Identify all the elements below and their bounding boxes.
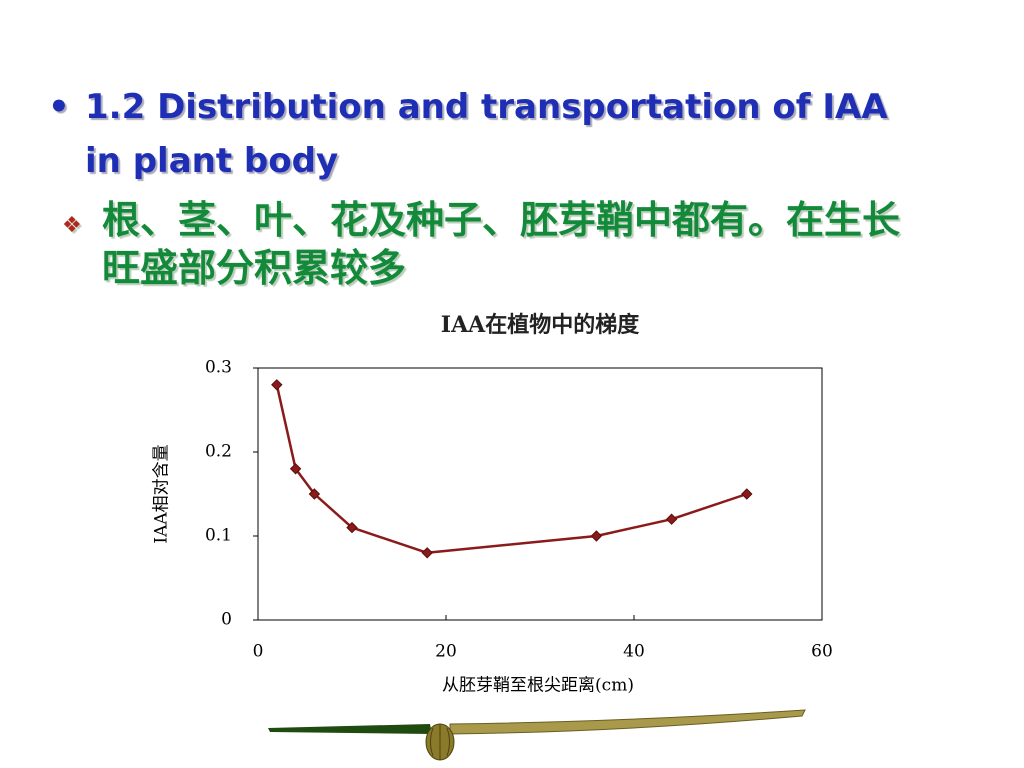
y-tick-label: 0.3 xyxy=(205,358,232,378)
x-axis-label: 从胚芽鞘至根尖距离(cm) xyxy=(442,676,634,696)
data-point xyxy=(741,488,753,500)
x-tick-label: 60 xyxy=(811,642,833,662)
data-point xyxy=(421,547,433,559)
x-tick-label: 40 xyxy=(623,642,645,662)
data-point xyxy=(665,513,678,525)
data-line xyxy=(275,384,748,555)
y-tick-label: 0 xyxy=(221,610,232,630)
data-point xyxy=(308,488,321,500)
data-point xyxy=(271,379,283,391)
y-tick-label: 0.1 xyxy=(205,526,232,546)
heading: 1.2 Distribution and transportation of I… xyxy=(85,87,888,181)
y-tick-label: 0.2 xyxy=(205,442,232,462)
bullet: ❖ xyxy=(62,213,82,238)
subpoint: 根、茎、叶、花及种子、胚芽鞘中都有。在生长旺盛部分积累较多 xyxy=(102,198,901,290)
subpoint-block: ❖ 根、茎、叶、花及种子、胚芽鞘中都有。在生长旺盛部分积累较多 xyxy=(62,196,922,292)
data-point xyxy=(289,463,302,475)
plot-frame xyxy=(257,367,823,621)
heading-block: • 1.2 Distribution and transportation of … xyxy=(48,80,928,188)
x-tick-label: 0 xyxy=(253,642,264,662)
bullet: • xyxy=(48,87,70,127)
y-axis-label: IAA相对含量 xyxy=(152,444,172,543)
x-tick-label: 20 xyxy=(435,642,457,662)
chart-title: IAA在植物中的梯度 xyxy=(441,312,640,338)
seedling xyxy=(268,709,806,761)
data-point xyxy=(346,521,358,534)
data-point xyxy=(590,530,603,542)
